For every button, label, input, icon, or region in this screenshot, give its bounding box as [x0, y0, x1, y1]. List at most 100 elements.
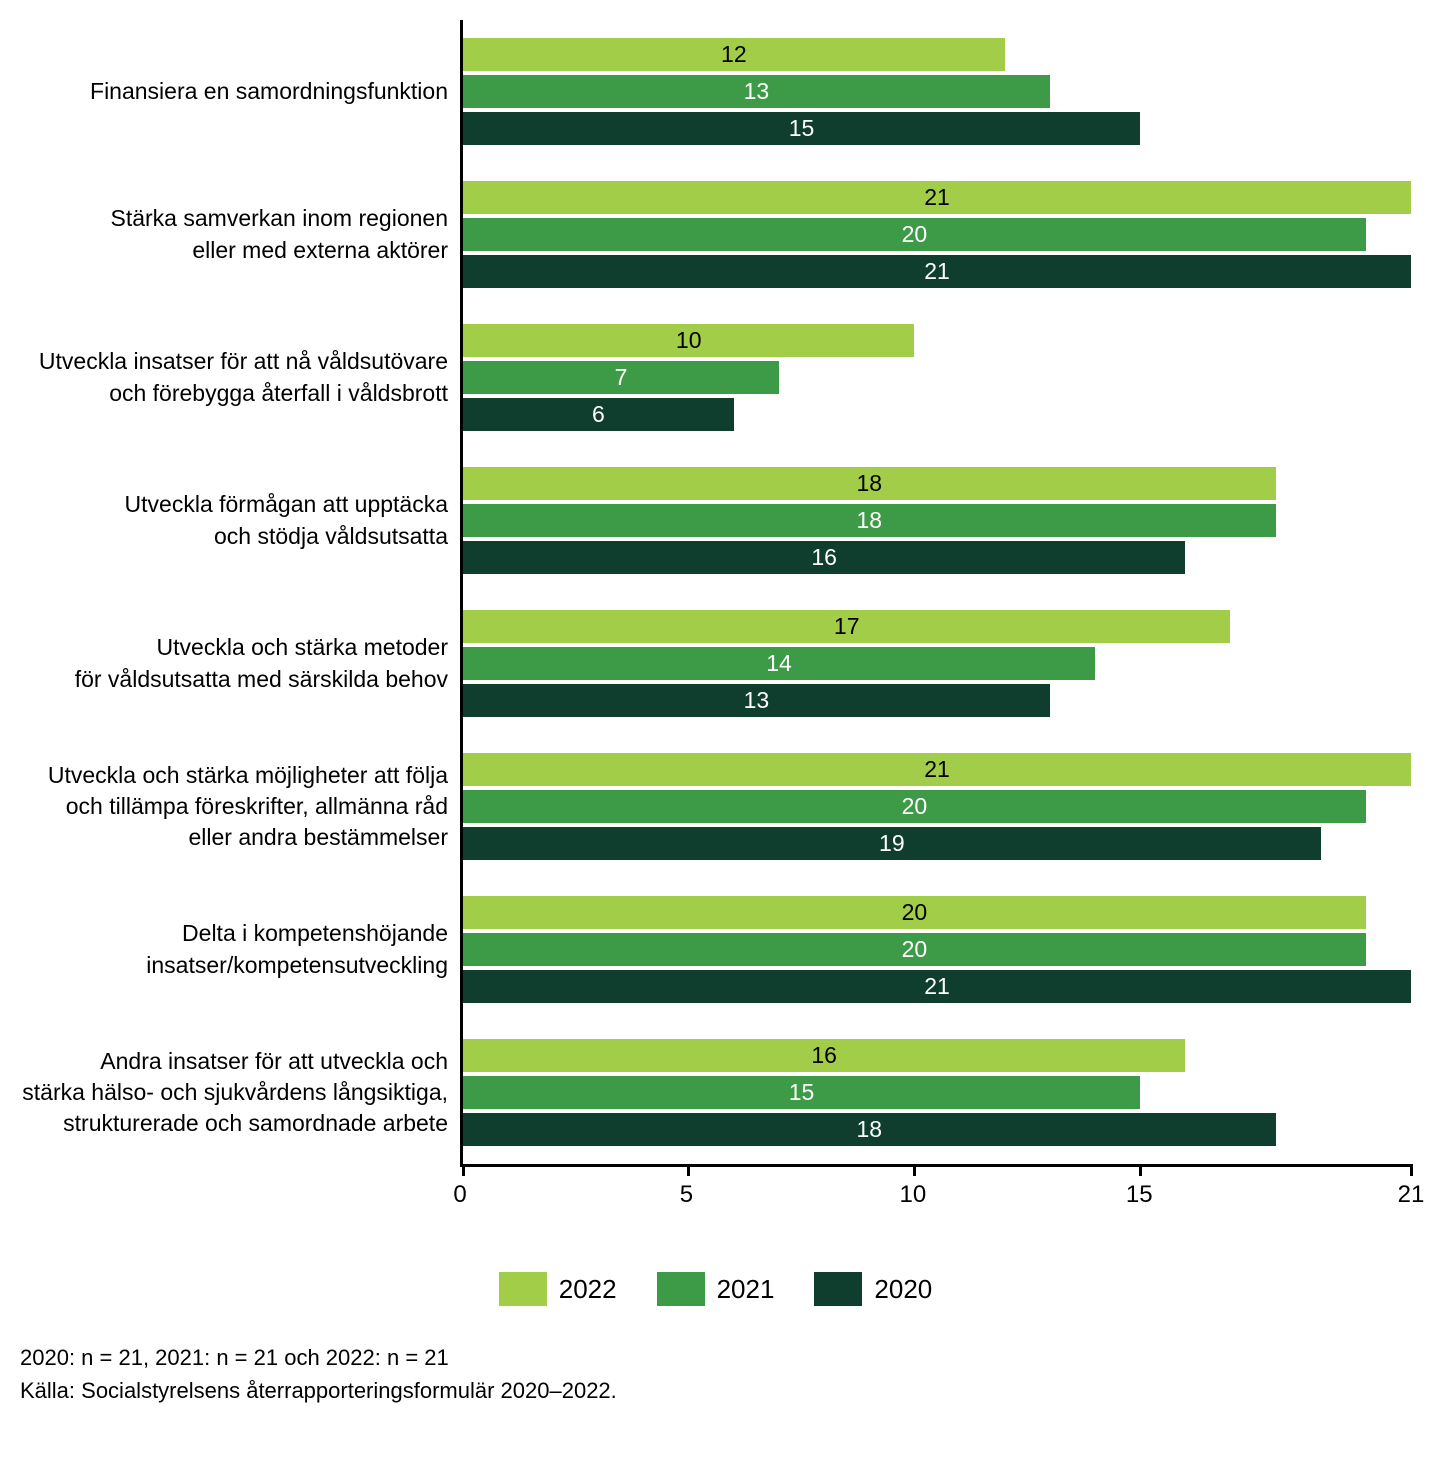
bar-value-label: 21 [924, 756, 950, 783]
bar-y2021: 14 [463, 647, 1095, 680]
bar-group: 12 13 15 [463, 20, 1411, 145]
x-tick-label: 5 [680, 1181, 693, 1209]
x-tick-label: 10 [899, 1181, 926, 1209]
category-label-line: Finansiera en samordningsfunktion [90, 76, 448, 107]
bar-value-label: 20 [902, 221, 928, 248]
bar-group: 20 20 21 [463, 860, 1411, 1003]
bar-value-label: 20 [902, 793, 928, 820]
bar-y2020: 13 [463, 684, 1050, 717]
bar-value-label: 13 [744, 78, 770, 105]
category-label: Utveckla förmågan att upptäckaoch stödja… [20, 467, 448, 574]
bar-value-label: 20 [902, 899, 928, 926]
bar-y2022: 20 [463, 896, 1366, 929]
category-label-line: Utveckla och stärka möjligheter att följ… [48, 760, 448, 791]
footer-source-line: Källa: Socialstyrelsens återrapportering… [20, 1374, 1411, 1407]
category-label-line: för våldsutsatta med särskilda behov [75, 664, 448, 695]
x-axis: 05101521 [460, 1167, 1411, 1217]
legend-swatch [814, 1272, 862, 1306]
category-label-line: Utveckla förmågan att upptäcka [125, 489, 448, 520]
bar-group: 16 15 18 [463, 1003, 1411, 1164]
category-label-line: Andra insatser för att utveckla och [100, 1046, 448, 1077]
legend-item-y2020: 2020 [814, 1272, 932, 1306]
bar-value-label: 15 [789, 115, 815, 142]
bar-value-label: 16 [811, 544, 837, 571]
bar-value-label: 18 [856, 507, 882, 534]
category-label-line: eller med externa aktörer [192, 235, 448, 266]
plot-column: 1213152120211076181816171413212019202021… [460, 20, 1411, 1167]
bar-value-label: 14 [766, 650, 792, 677]
bar-y2022: 17 [463, 610, 1230, 643]
x-tick-label: 15 [1126, 1181, 1153, 1209]
category-label: Finansiera en samordningsfunktion [20, 38, 448, 145]
bar-y2020: 16 [463, 541, 1185, 574]
category-label-line: eller andra bestämmelser [188, 822, 448, 853]
category-label-line: Utveckla och stärka metoder [157, 632, 448, 663]
legend-swatch [657, 1272, 705, 1306]
bar-y2020: 21 [463, 970, 1411, 1003]
bar-value-label: 16 [811, 1042, 837, 1069]
x-tick-label: 0 [453, 1181, 466, 1209]
category-label-line: Stärka samverkan inom regionen [111, 203, 449, 234]
bar-y2021: 20 [463, 933, 1366, 966]
bar-y2021: 20 [463, 218, 1366, 251]
bar-y2022: 12 [463, 38, 1005, 71]
legend-label: 2021 [717, 1274, 775, 1305]
bar-y2020: 15 [463, 112, 1140, 145]
category-labels-column: Finansiera en samordningsfunktion Stärka … [20, 20, 460, 1167]
bar-value-label: 19 [879, 830, 905, 857]
category-label: Delta i kompetenshöjandeinsatser/kompete… [20, 896, 448, 1003]
bar-value-label: 15 [789, 1079, 815, 1106]
bar-value-label: 21 [924, 184, 950, 211]
category-label-line: och stödja våldsutsatta [214, 521, 448, 552]
legend: 2022 2021 2020 [20, 1272, 1411, 1306]
bar-y2022: 21 [463, 753, 1411, 786]
category-label-line: stärka hälso- och sjukvårdens långsiktig… [22, 1077, 448, 1108]
bar-group: 10 76 [463, 288, 1411, 431]
bar-value-label: 20 [902, 936, 928, 963]
category-label: Andra insatser för att utveckla ochstärk… [20, 1039, 448, 1146]
bar-y2021: 18 [463, 504, 1276, 537]
bar-y2021: 15 [463, 1076, 1140, 1109]
bar-group: 18 18 16 [463, 431, 1411, 574]
bar-group: 17 14 13 [463, 574, 1411, 717]
bar-y2022: 21 [463, 181, 1411, 214]
bar-value-label: 7 [615, 364, 628, 391]
bar-value-label: 13 [744, 687, 770, 714]
category-label: Stärka samverkan inom regioneneller med … [20, 181, 448, 288]
bar-y2022: 18 [463, 467, 1276, 500]
bar-group: 21 20 19 [463, 717, 1411, 860]
bar-value-label: 12 [721, 41, 747, 68]
bar-value-label: 21 [924, 258, 950, 285]
bar-value-label: 18 [856, 1116, 882, 1143]
plot-area: 1213152120211076181816171413212019202021… [460, 20, 1411, 1167]
category-label: Utveckla och stärka möjligheter att följ… [20, 753, 448, 860]
bar-y2020: 18 [463, 1113, 1276, 1146]
category-label-line: strukturerade och samordnade arbete [63, 1108, 448, 1139]
bar-y2021: 13 [463, 75, 1050, 108]
category-label-line: Delta i kompetenshöjande [182, 918, 448, 949]
legend-label: 2020 [874, 1274, 932, 1305]
bar-y2020: 21 [463, 255, 1411, 288]
chart-area: Finansiera en samordningsfunktion Stärka … [20, 20, 1411, 1167]
legend-item-y2022: 2022 [499, 1272, 617, 1306]
bar-y2022: 10 [463, 324, 914, 357]
bar-value-label: 21 [924, 973, 950, 1000]
category-label-line: och förebygga återfall i våldsbrott [109, 378, 448, 409]
bar-y2020: 6 [463, 398, 734, 431]
bar-y2020: 19 [463, 827, 1321, 860]
category-label-line: och tillämpa föreskrifter, allmänna råd [66, 791, 448, 822]
bar-y2021: 20 [463, 790, 1366, 823]
category-label: Utveckla och stärka metoderför våldsutsa… [20, 610, 448, 717]
legend-item-y2021: 2021 [657, 1272, 775, 1306]
legend-label: 2022 [559, 1274, 617, 1305]
x-tick-label: 21 [1398, 1181, 1425, 1209]
chart-container: Finansiera en samordningsfunktion Stärka … [20, 20, 1411, 1407]
bar-value-label: 18 [856, 470, 882, 497]
category-label: Utveckla insatser för att nå våldsutövar… [20, 324, 448, 431]
footer-n-line: 2020: n = 21, 2021: n = 21 och 2022: n =… [20, 1341, 1411, 1374]
bar-value-label: 17 [834, 613, 860, 640]
bar-value-label: 10 [676, 327, 702, 354]
bar-value-label: 6 [592, 401, 605, 428]
bar-group: 21 20 21 [463, 145, 1411, 288]
chart-footer: 2020: n = 21, 2021: n = 21 och 2022: n =… [20, 1341, 1411, 1407]
